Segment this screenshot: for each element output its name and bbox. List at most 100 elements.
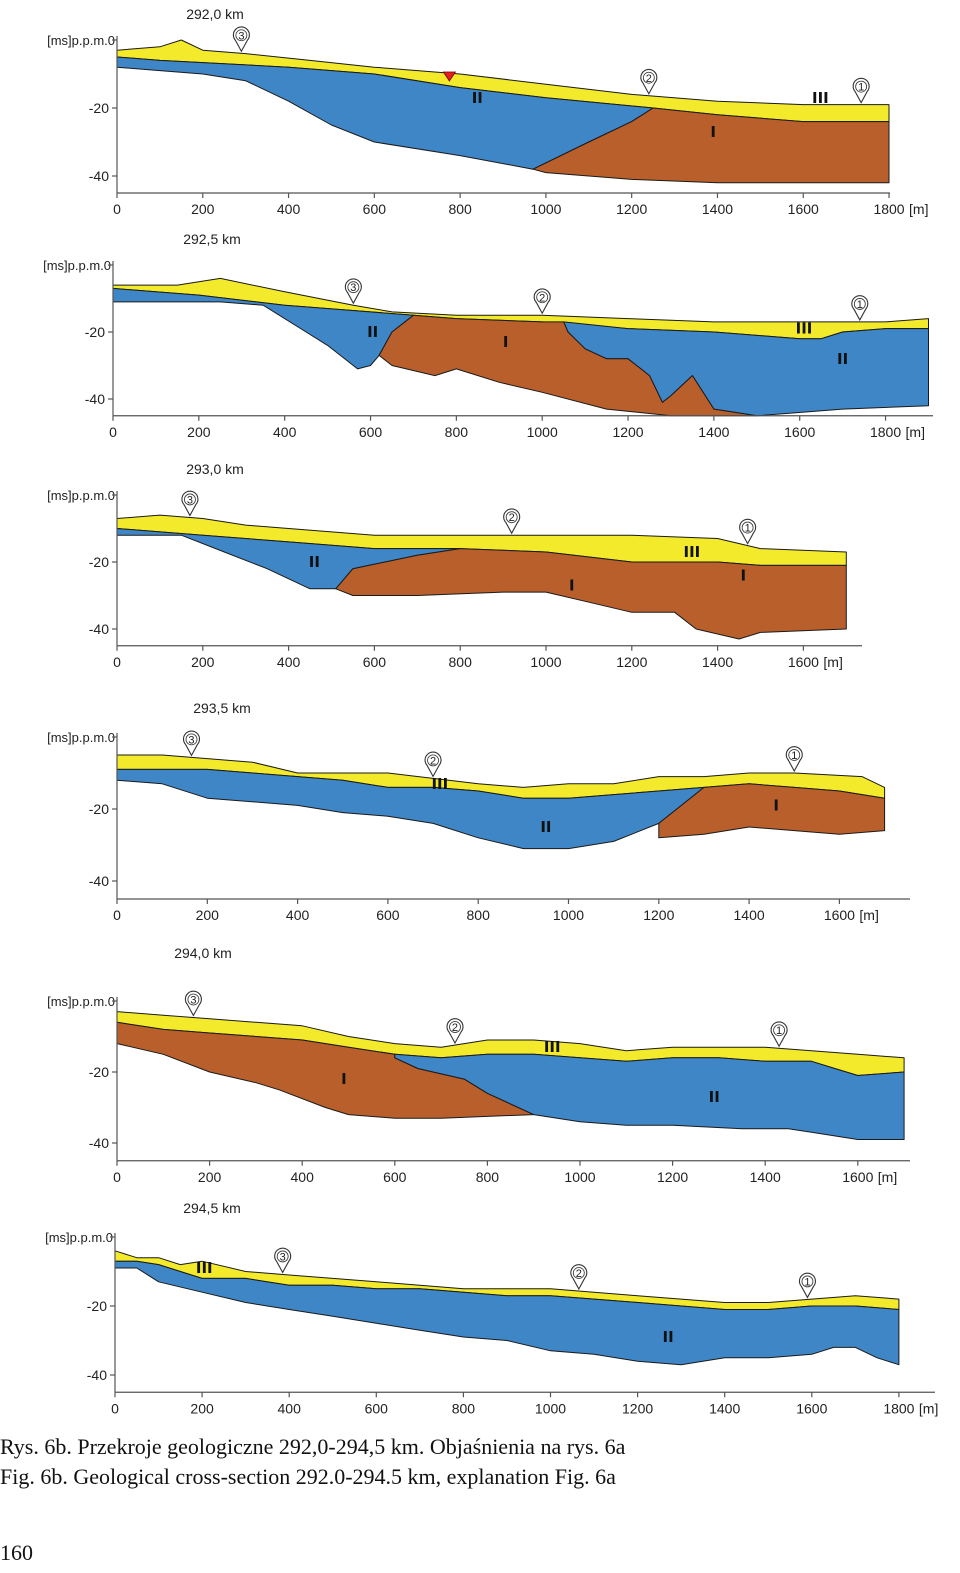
- unit-label-ii: II: [837, 350, 848, 368]
- caption-polish: Rys. 6b. Przekroje geologiczne 292,0-294…: [0, 1434, 626, 1459]
- x-tick-label: 1200: [622, 1400, 653, 1416]
- marker-pin-ring: [855, 80, 868, 93]
- marker-number: 2: [430, 755, 436, 767]
- marker-number: 3: [238, 30, 244, 42]
- marker-number: 1: [776, 1025, 782, 1037]
- page-number: 160: [0, 1540, 33, 1565]
- y-tick-label: -20: [89, 1064, 109, 1080]
- marker-pin-ring: [505, 511, 518, 524]
- water-level-marker: [442, 71, 457, 82]
- x-tick-label: 1800: [883, 1400, 914, 1416]
- cross-section-panel: 292,5 km [ms]p.p.m.0 -20 -40 0 200 400 600 800 10…: [43, 231, 933, 440]
- x-tick-label: 1600: [796, 1400, 827, 1416]
- x-tick-label: 1200: [643, 907, 674, 923]
- unit-label-i: I: [341, 1070, 347, 1088]
- x-tick-label: 800: [449, 654, 473, 670]
- marker-pin: 3: [344, 278, 362, 305]
- unit-label-ii: II: [367, 323, 378, 341]
- y-tick-label: -40: [89, 1135, 109, 1151]
- marker-pin: 2: [533, 288, 551, 315]
- marker-number: 1: [804, 1276, 810, 1288]
- y-tick-label: -40: [85, 391, 105, 407]
- caption-english: Fig. 6b. Geological cross-section 292.0-…: [0, 1464, 616, 1489]
- x-tick-label: 1000: [527, 424, 558, 440]
- marker-pin: 3: [184, 990, 202, 1017]
- cross-section-panel: 293,0 km [ms]p.p.m.0 -20 -40 0 200 400 600 800 10…: [47, 461, 862, 670]
- marker-pin-shape: [533, 288, 551, 315]
- x-tick-label: 1200: [616, 654, 647, 670]
- x-tick-label: 400: [273, 424, 297, 440]
- x-tick-label: 1200: [616, 201, 647, 217]
- marker-pin-shape: [424, 751, 442, 778]
- marker-pin: 1: [739, 518, 757, 545]
- y-tick-label: -40: [87, 1367, 107, 1383]
- marker-pin-ring: [427, 754, 439, 767]
- marker-pin-ring: [187, 993, 200, 1006]
- geological-cross-sections-figure: 292,0 km[ms]p.p.m.0-20-400 200 400 600 800 10…: [43, 6, 938, 1416]
- x-axis-unit: [m]: [909, 201, 928, 217]
- marker-pin-ring: [773, 1024, 785, 1037]
- x-tick-label: 1400: [698, 424, 729, 440]
- x-tick-label: 1800: [873, 201, 904, 217]
- x-tick-label: 600: [376, 907, 400, 923]
- unit-label-ii: II: [662, 1328, 673, 1346]
- unit-label-i: I: [741, 566, 747, 584]
- section-title: 293,5 km: [193, 700, 251, 716]
- x-tick-label: 600: [363, 654, 387, 670]
- marker-pin: 1: [852, 77, 870, 104]
- marker-pin: 3: [181, 490, 199, 517]
- marker-number: 1: [857, 299, 863, 311]
- x-tick-label: 800: [467, 907, 491, 923]
- marker-pin-shape: [344, 278, 362, 305]
- cross-section-panel: 294,0 km [ms]p.p.m.0 -20 -40 0 200 400 600 800 10…: [47, 945, 910, 1185]
- x-tick-label: 800: [476, 1169, 500, 1185]
- x-tick-label: 0: [113, 654, 121, 670]
- x-tick-label: 600: [365, 1400, 389, 1416]
- section-title: 292,5 km: [183, 231, 241, 247]
- unit-label-iii: III: [196, 1259, 213, 1277]
- x-tick-label: 200: [198, 1169, 222, 1185]
- marker-pin-ring: [184, 493, 196, 506]
- y-tick-label: -40: [89, 621, 109, 637]
- x-axis-unit: [m]: [919, 1400, 938, 1416]
- marker-pin-ring: [741, 521, 754, 534]
- x-tick-label: 1800: [870, 424, 901, 440]
- x-axis-unit: [m]: [906, 424, 925, 440]
- marker-pin-shape: [446, 1018, 464, 1045]
- layer-ii: [112, 287, 414, 370]
- x-tick-label: 400: [277, 201, 301, 217]
- marker-pin-shape: [640, 68, 658, 95]
- layer-i: [378, 314, 758, 417]
- x-tick-label: 600: [363, 201, 387, 217]
- x-tick-label: 1400: [734, 907, 765, 923]
- x-tick-label: 800: [452, 1400, 476, 1416]
- x-tick-label: 1400: [702, 654, 733, 670]
- x-tick-label: 1600: [788, 654, 819, 670]
- layer-ii: [114, 1260, 900, 1366]
- x-tick-label: 1600: [784, 424, 815, 440]
- marker-pin: 1: [798, 1272, 816, 1299]
- marker-pin-shape: [503, 508, 521, 535]
- y-tick-label: -20: [89, 801, 109, 817]
- section-title: 293,0 km: [186, 461, 244, 477]
- marker-pin: 2: [640, 68, 658, 95]
- x-tick-label: 200: [190, 1400, 214, 1416]
- x-tick-label: 400: [291, 1169, 315, 1185]
- y-tick-label: -20: [89, 100, 109, 116]
- x-tick-label: 800: [448, 201, 472, 217]
- marker-pin-shape: [770, 1021, 788, 1048]
- y-axis-label: [ms]p.p.m.0: [45, 1230, 113, 1245]
- unit-label-iii: III: [431, 775, 448, 793]
- marker-pin-ring: [536, 291, 549, 304]
- marker-number: 2: [646, 73, 652, 85]
- x-tick-label: 1400: [750, 1169, 781, 1185]
- y-tick-label: -20: [89, 554, 109, 570]
- cross-section-panel: 292,0 km [ms]p.p.m.0 -20 -40 0 200 400 600 800 10…: [47, 6, 928, 217]
- marker-pin: 2: [424, 751, 442, 778]
- marker-pin-shape: [852, 77, 870, 104]
- x-tick-label: 0: [109, 424, 117, 440]
- marker-pin: 1: [785, 746, 803, 773]
- marker-number: 1: [858, 82, 864, 94]
- x-tick-label: 200: [191, 654, 215, 670]
- x-tick-label: 400: [286, 907, 310, 923]
